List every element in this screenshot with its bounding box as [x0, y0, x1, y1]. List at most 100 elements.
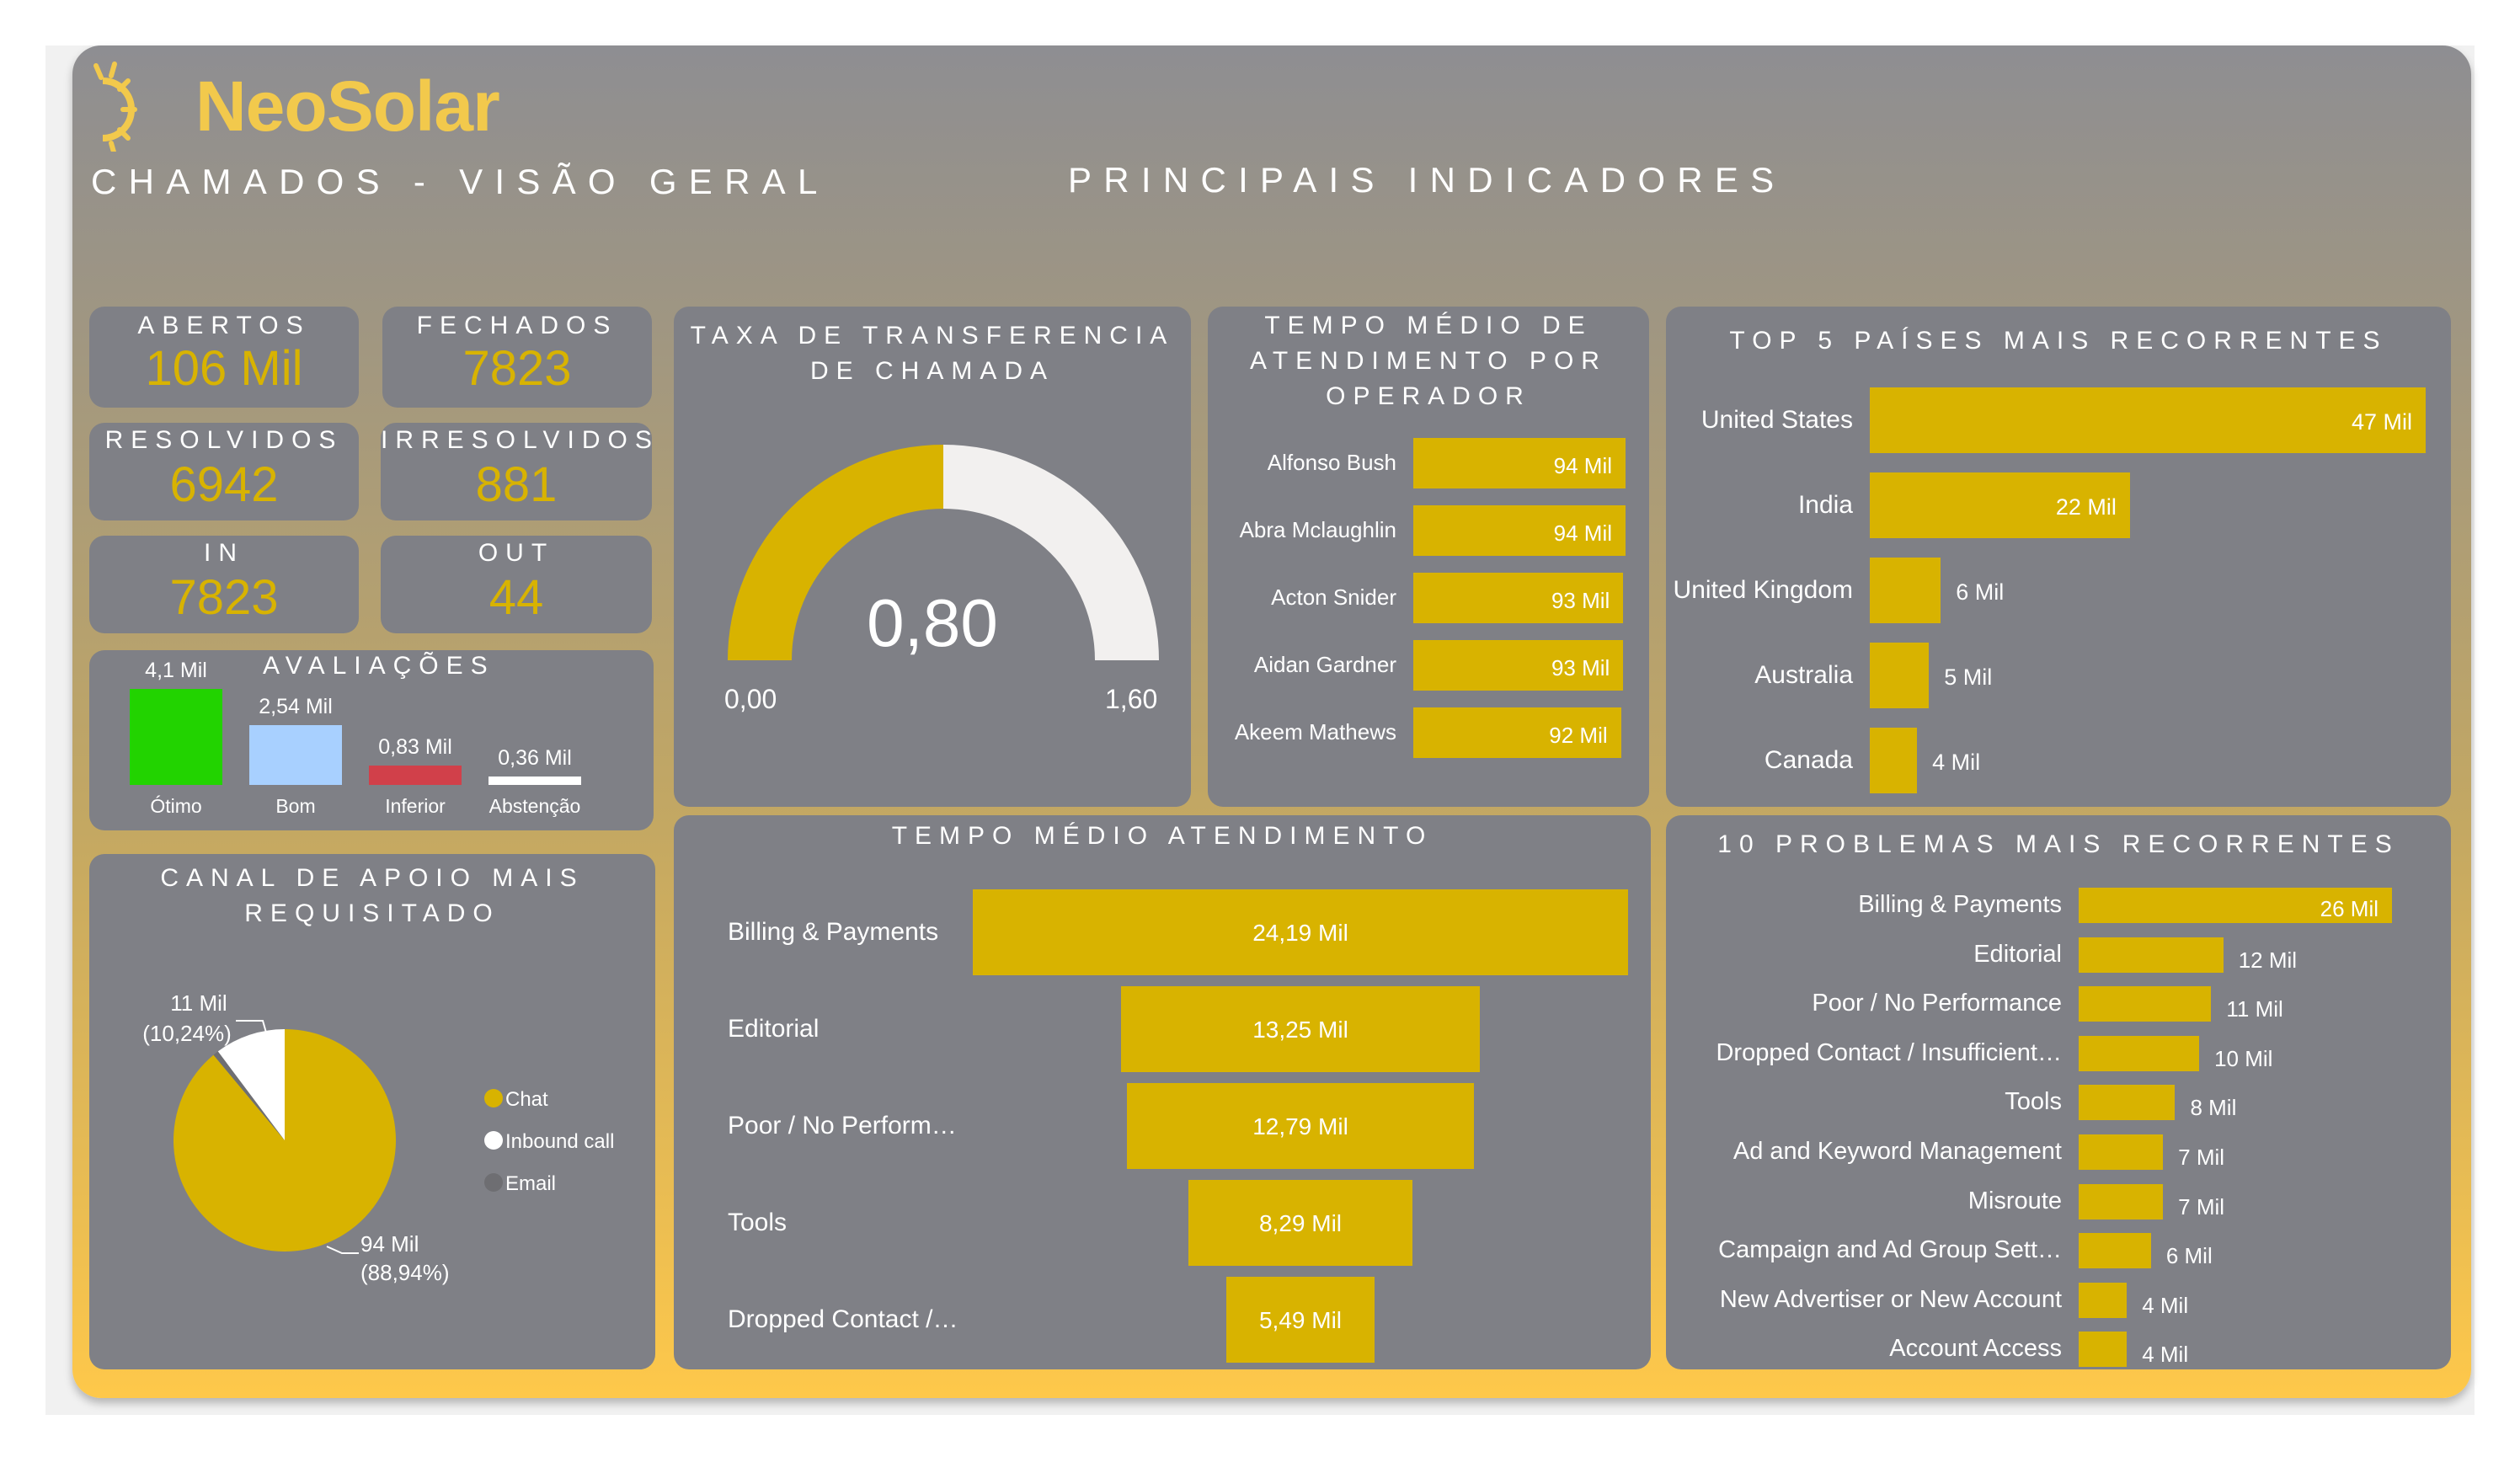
kpi-abertos-card: ABERTOS 106 Mil	[89, 307, 359, 408]
funnel-value-label: 5,49 Mil	[1258, 1307, 1343, 1333]
pais-value-label: 47 Mil	[2351, 409, 2412, 435]
operador-title: TEMPO MÉDIO DE ATENDIMENTO POR OPERADOR	[1250, 312, 1607, 410]
legend-label: Chat	[505, 1088, 548, 1111]
sun-icon	[93, 61, 137, 152]
gauge-remaining-arc	[943, 445, 1159, 660]
problema-value-label: 26 Mil	[2320, 896, 2379, 921]
avaliacoes-title: AVALIAÇÕES	[263, 652, 495, 680]
problema-value-label: 6 Mil	[2165, 1243, 2213, 1269]
canal-panel: CANAL DE APOIO MAIS REQUISITADO 11 Mil (1…	[89, 854, 655, 1369]
operador-value-label: 92 Mil	[1549, 723, 1608, 748]
paises-title: TOP 5 PAÍSES MAIS RECORRENTES	[1729, 327, 2388, 355]
problema-bar	[2079, 1332, 2128, 1368]
pie-inbound-percent-label: (10,24%)	[142, 1021, 232, 1046]
problema-bar	[2079, 888, 2392, 923]
page-title: CHAMADOS - VISÃO GERAL	[91, 162, 830, 201]
pais-bar	[1870, 558, 1941, 623]
operador-name-label: Aidan Gardner	[1253, 652, 1396, 677]
operador-value-label: 94 Mil	[1553, 453, 1612, 478]
problema-bar	[2079, 986, 2212, 1022]
kpi-irresolvidos-value: 881	[475, 457, 558, 512]
problema-name-label: Campaign and Ad Group Sett…	[1718, 1236, 2062, 1264]
problema-name-label: New Advertiser or New Account	[1719, 1285, 2062, 1313]
canal-pie-chart: 11 Mil (10,24%) 94 Mil (88,94%) Chat Inbound …	[142, 990, 614, 1285]
problema-name-label: Billing & Payments	[1858, 891, 2062, 918]
problema-name-label: Account Access	[1889, 1335, 2062, 1363]
problema-name-label: Ad and Keyword Management	[1732, 1138, 2062, 1165]
problema-value-label: 12 Mil	[2238, 947, 2298, 973]
problema-value-label: 10 Mil	[2214, 1045, 2273, 1071]
operador-bar	[1413, 573, 1624, 623]
operador-bar	[1413, 505, 1626, 556]
kpi-in-value: 7823	[169, 570, 279, 625]
pais-bar	[1870, 472, 2130, 538]
funnel-category-label: Editorial	[728, 1015, 820, 1043]
problemas-panel: 10 PROBLEMAS MAIS RECORRENTES Billing & …	[1666, 815, 2451, 1369]
tempo-title: TEMPO MÉDIO ATENDIMENTO	[891, 822, 1434, 850]
problema-bar	[2079, 1085, 2176, 1121]
problema-value-label: 7 Mil	[2178, 1193, 2225, 1220]
problema-bar	[2079, 1282, 2128, 1318]
kpi-fechados-value: 7823	[462, 341, 572, 396]
problema-bar	[2079, 1035, 2200, 1071]
operador-name-label: Alfonso Bush	[1267, 450, 1396, 475]
problema-value-label: 8 Mil	[2190, 1095, 2237, 1121]
kpi-fechados-card: FECHADOS 7823	[382, 307, 652, 408]
problema-bar	[2079, 1233, 2151, 1269]
brand-logo: NeoSolar	[195, 67, 500, 146]
problema-value-label: 4 Mil	[2142, 1342, 2189, 1368]
problema-bar	[2079, 1134, 2164, 1170]
kpi-abertos-value: 106 Mil	[145, 341, 303, 396]
avaliacao-value-label: 4,1 Mil	[145, 659, 207, 682]
pie-chat-value-label: 94 Mil	[360, 1231, 419, 1257]
avaliacao-bar	[489, 776, 581, 785]
pie-leader-line	[236, 1020, 267, 1033]
funnel-value-label: 13,25 Mil	[1252, 1017, 1348, 1043]
problema-bar	[2079, 1183, 2164, 1220]
funnel-category-label: Billing & Payments	[728, 918, 939, 946]
avaliacao-category-label: Abstenção	[489, 795, 581, 817]
funnel-bar	[1188, 1180, 1413, 1266]
problemas-title: 10 PROBLEMAS MAIS RECORRENTES	[1717, 830, 2400, 858]
operador-bar	[1413, 640, 1624, 691]
funnel-value-label: 24,19 Mil	[1252, 920, 1348, 946]
avaliacao-bar	[130, 689, 222, 785]
avaliacao-value-label: 0,83 Mil	[378, 734, 452, 759]
pie-inbound-value-label: 11 Mil	[170, 990, 227, 1016]
pais-name-label: United Kingdom	[1673, 576, 1853, 604]
problema-name-label: Dropped Contact / Insufficient…	[1716, 1038, 2062, 1066]
pais-name-label: India	[1797, 491, 1853, 519]
operador-panel: TEMPO MÉDIO DE ATENDIMENTO POR OPERADOR …	[1208, 307, 1649, 807]
dashboard-frame: NeoSolar CHAMADOS - VISÃO GERAL PRINCIPA…	[72, 45, 2471, 1398]
pais-value-label: 6 Mil	[1956, 579, 2005, 605]
page-subtitle: PRINCIPAIS INDICADORES	[1068, 160, 1786, 200]
funnel-bar	[1127, 1083, 1474, 1169]
funnel-category-label: Dropped Contact /…	[728, 1305, 958, 1333]
transfer-gauge	[728, 445, 1159, 660]
operador-name-label: Acton Snider	[1271, 584, 1396, 610]
funnel-bar	[1120, 986, 1481, 1072]
pais-bar	[1870, 728, 1918, 793]
pie-slice	[217, 1029, 285, 1140]
avaliacao-bar	[249, 725, 342, 785]
avaliacao-bar	[369, 765, 462, 785]
problema-value-label: 4 Mil	[2142, 1292, 2189, 1318]
operador-value-label: 93 Mil	[1551, 588, 1610, 613]
pais-bar	[1870, 387, 2426, 453]
kpi-fechados-label: FECHADOS	[416, 312, 618, 339]
transfer-title: TAXA DE TRANSFERENCIA DE CHAMADA	[690, 322, 1175, 385]
legend-marker	[484, 1131, 503, 1150]
paises-panel: TOP 5 PAÍSES MAIS RECORRENTES United Sta…	[1666, 307, 2451, 807]
funnel-category-label: Poor / No Perform…	[728, 1112, 957, 1139]
kpi-irresolvidos-label: IRRESOLVIDOS	[381, 426, 659, 454]
kpi-out-label: OUT	[478, 539, 555, 567]
problema-value-label: 7 Mil	[2178, 1145, 2225, 1170]
kpi-resolvidos-card: RESOLVIDOS 6942	[89, 423, 359, 520]
pais-bar	[1870, 643, 1930, 708]
problema-name-label: Misroute	[1967, 1187, 2062, 1214]
funnel-bar	[1225, 1277, 1375, 1363]
pie-leader-line	[326, 1246, 359, 1254]
problema-bar	[2079, 937, 2224, 973]
pais-name-label: Canada	[1764, 746, 1853, 774]
kpi-in-label: IN	[204, 539, 244, 567]
